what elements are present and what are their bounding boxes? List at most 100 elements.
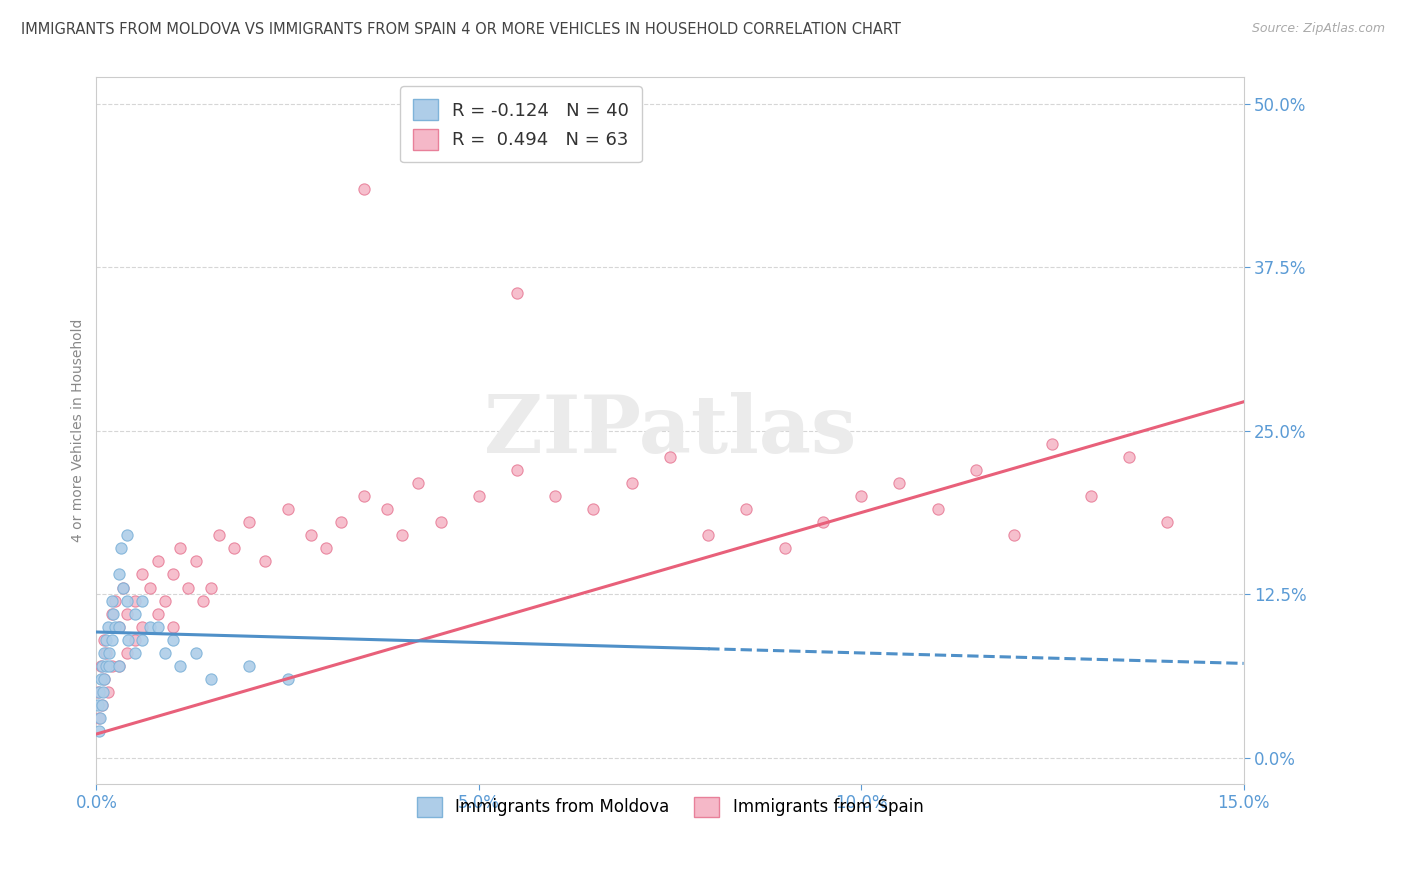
Point: [139, 620, 162, 634]
Point: [1040, 436, 1063, 450]
Point: [108, 620, 131, 634]
Point: [115, 646, 138, 660]
Point: [87, 698, 110, 713]
Point: [1156, 515, 1178, 529]
Point: [851, 489, 873, 503]
Point: [131, 593, 153, 607]
Point: [315, 541, 337, 556]
Text: IMMIGRANTS FROM MOLDOVA VS IMMIGRANTS FROM SPAIN 4 OR MORE VEHICLES IN HOUSEHOLD: IMMIGRANTS FROM MOLDOVA VS IMMIGRANTS FR…: [21, 22, 901, 37]
Point: [184, 554, 207, 568]
Point: [162, 567, 184, 582]
Point: [98, 659, 121, 673]
Point: [811, 515, 834, 529]
Point: [177, 581, 200, 595]
Point: [277, 502, 299, 516]
Point: [773, 541, 796, 556]
Point: [93, 672, 115, 686]
Point: [169, 659, 191, 673]
Point: [1080, 489, 1102, 503]
Point: [406, 475, 429, 490]
Point: [146, 554, 169, 568]
Point: [277, 672, 299, 686]
Point: [238, 659, 260, 673]
Point: [468, 489, 491, 503]
Point: [104, 620, 127, 634]
Point: [124, 607, 146, 621]
Point: [927, 502, 949, 516]
Point: [965, 463, 987, 477]
Point: [153, 593, 176, 607]
Point: [110, 541, 132, 556]
Point: [91, 685, 114, 699]
Point: [659, 450, 682, 464]
Point: [253, 554, 276, 568]
Point: [124, 646, 146, 660]
Point: [96, 659, 118, 673]
Point: [100, 607, 122, 621]
Point: [1118, 450, 1140, 464]
Point: [104, 593, 127, 607]
Point: [544, 489, 567, 503]
Point: [1002, 528, 1025, 542]
Point: [117, 632, 139, 647]
Y-axis label: 4 or more Vehicles in Household: 4 or more Vehicles in Household: [72, 319, 86, 542]
Point: [93, 672, 115, 686]
Point: [153, 646, 176, 660]
Point: [238, 515, 260, 529]
Point: [299, 528, 322, 542]
Point: [91, 659, 114, 673]
Point: [115, 607, 138, 621]
Point: [108, 659, 131, 673]
Point: [108, 659, 131, 673]
Point: [162, 632, 184, 647]
Point: [506, 286, 529, 301]
Point: [620, 475, 643, 490]
Legend: Immigrants from Moldova, Immigrants from Spain: Immigrants from Moldova, Immigrants from…: [408, 789, 932, 825]
Point: [94, 646, 117, 660]
Point: [330, 515, 353, 529]
Point: [100, 632, 122, 647]
Point: [89, 685, 111, 699]
Point: [353, 489, 375, 503]
Point: [131, 567, 153, 582]
Point: [90, 659, 112, 673]
Point: [87, 685, 110, 699]
Point: [101, 607, 124, 621]
Point: [169, 541, 191, 556]
Point: [93, 646, 115, 660]
Point: [139, 581, 162, 595]
Point: [89, 711, 111, 725]
Point: [115, 528, 138, 542]
Point: [889, 475, 911, 490]
Point: [100, 659, 122, 673]
Point: [131, 620, 153, 634]
Point: [97, 685, 120, 699]
Text: Source: ZipAtlas.com: Source: ZipAtlas.com: [1251, 22, 1385, 36]
Point: [208, 528, 231, 542]
Point: [89, 711, 111, 725]
Point: [146, 620, 169, 634]
Point: [391, 528, 413, 542]
Point: [97, 646, 120, 660]
Point: [93, 632, 115, 647]
Point: [112, 581, 135, 595]
Point: [353, 181, 375, 195]
Point: [200, 581, 222, 595]
Point: [90, 698, 112, 713]
Point: [91, 698, 114, 713]
Point: [108, 567, 131, 582]
Point: [108, 620, 131, 634]
Point: [162, 620, 184, 634]
Point: [124, 632, 146, 647]
Point: [506, 463, 529, 477]
Point: [735, 502, 758, 516]
Point: [200, 672, 222, 686]
Point: [193, 593, 215, 607]
Point: [97, 620, 120, 634]
Point: [112, 581, 135, 595]
Point: [697, 528, 720, 542]
Point: [582, 502, 605, 516]
Text: ZIPatlas: ZIPatlas: [484, 392, 856, 469]
Point: [94, 632, 117, 647]
Point: [146, 607, 169, 621]
